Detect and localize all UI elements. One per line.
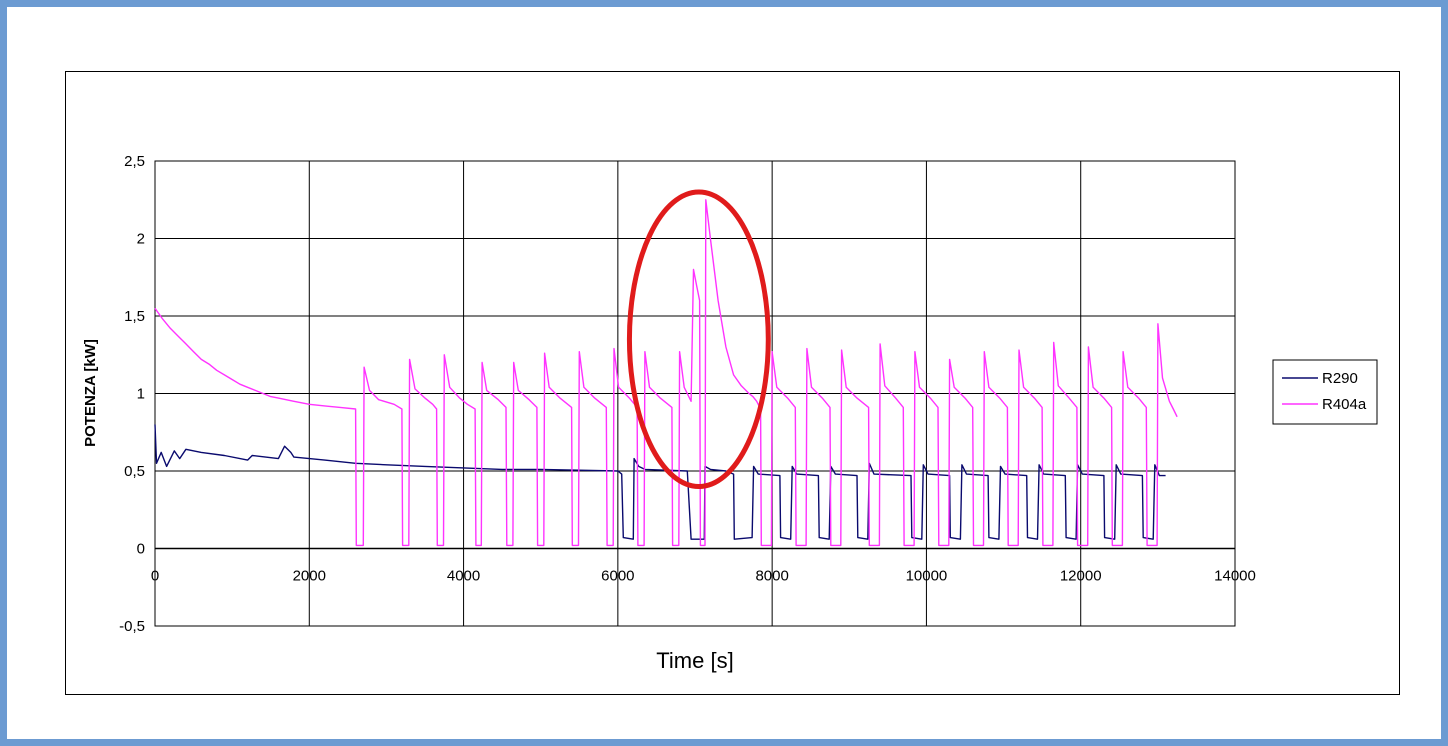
x-tick-label: 12000 <box>1060 568 1102 585</box>
chart-area <box>65 71 1400 695</box>
gridlines <box>154 160 1236 627</box>
y-tick-label: 2,5 <box>124 153 145 170</box>
series-line-r290 <box>154 424 1166 540</box>
series-line-r404a <box>154 199 1178 547</box>
x-tick-label: 4000 <box>447 568 480 585</box>
legend-label-r290: R290 <box>1322 370 1358 387</box>
x-tick-label: 10000 <box>906 568 948 585</box>
y-tick-label: 0 <box>137 541 145 558</box>
y-tick-label: 1,5 <box>124 308 145 325</box>
x-tick-label: 14000 <box>1214 568 1256 585</box>
y-tick-label: 0,5 <box>124 463 145 480</box>
x-tick-label: 2000 <box>293 568 326 585</box>
highlight-ellipse <box>626 189 771 489</box>
legend-label-r404a: R404a <box>1322 396 1367 413</box>
y-tick-label: -0,5 <box>119 618 145 635</box>
tick-labels: -0,5 0 0,5 1 1,5 2 2,5 0 2000 4000 6000 8000 10000 12… <box>119 153 1256 635</box>
x-tick-label: 0 <box>151 568 159 585</box>
x-axis-label: Time [s] <box>656 648 733 673</box>
legend: R290 R404a <box>1272 359 1378 425</box>
y-axis-label: POTENZA [kW] <box>82 339 99 447</box>
highlight-layer <box>626 189 771 489</box>
y-tick-label: 1 <box>137 386 145 403</box>
series-layer <box>154 199 1178 547</box>
legend-box <box>1272 359 1378 425</box>
x-tick-label: 8000 <box>755 568 788 585</box>
y-tick-label: 2 <box>137 231 145 248</box>
x-tick-label: 6000 <box>601 568 634 585</box>
